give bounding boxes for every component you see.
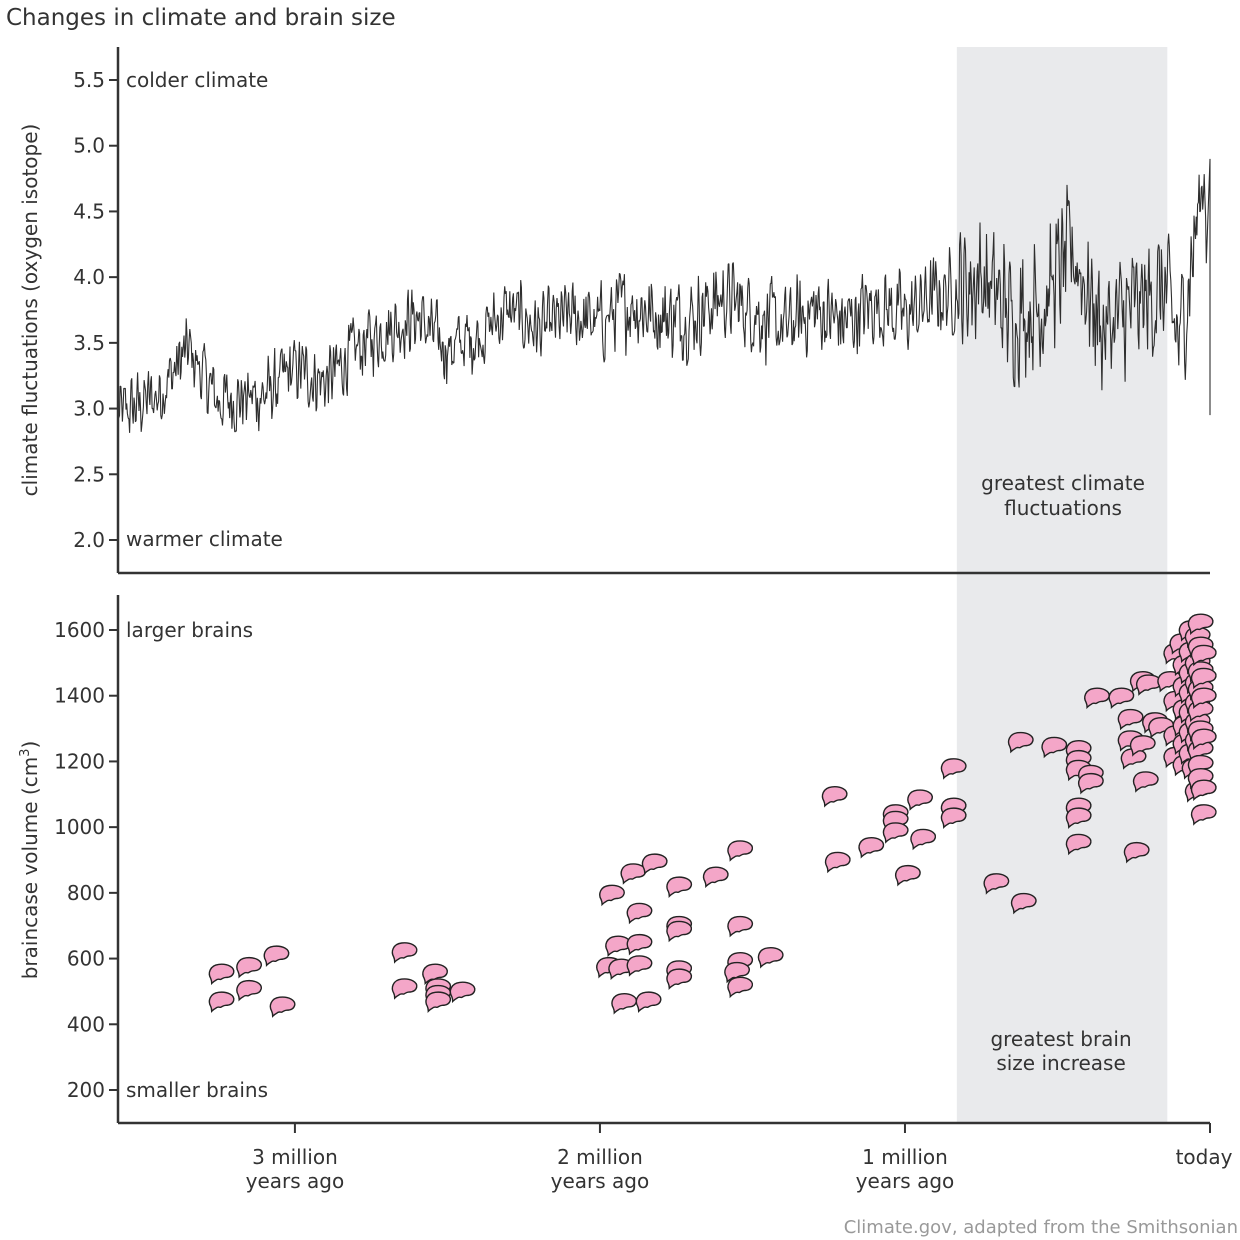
annotation-warmer-climate: warmer climate [126,527,283,551]
brain-icon [1190,728,1217,751]
brain-icon [882,822,909,844]
brain-icon [1078,772,1104,795]
brain-icon [208,991,235,1013]
brain-icon [1190,779,1217,802]
brain-icon [702,866,729,889]
time-x-axis-ticks: 3 million years ago 2 million years ago 1 mi… [246,1123,1233,1193]
brain-icon [611,993,638,1015]
brain-icon [1132,771,1159,793]
climate-y-tick-label: 2.0 [73,528,105,552]
brain-icon [1007,731,1034,754]
climate-y-tick-label: 5.5 [73,68,105,92]
brain-panel: 200 400 600 800 1000 1200 1400 1600 3 million ye… [18,595,1233,1193]
brain-icon [263,945,290,967]
brain-icon [1136,674,1162,696]
brain-icon [1157,671,1184,693]
brain-icon [1123,841,1150,864]
brain-y-tick-label: 1400 [54,684,105,708]
climate-y-tick-label: 2.5 [73,462,105,486]
climate-series-line [117,158,1211,433]
brain-icon [1010,892,1037,915]
time-x-tick-label: today [1176,1145,1233,1169]
brain-icon [1041,736,1068,759]
brain-icon [821,786,848,808]
time-x-tick-label: 3 million years ago [246,1145,345,1193]
brain-icon [449,981,476,1004]
brain-icon [641,853,668,875]
brain-icon [208,963,235,986]
brain-icon [940,758,967,780]
annotation-smaller-brains: smaller brains [126,1078,268,1102]
brain-icon [236,956,262,979]
brain-y-axis-ticks: 200 400 600 800 1000 1200 1400 1600 [54,618,118,1102]
brain-icon [391,978,418,1000]
brain-icon [907,789,933,811]
brain-y-tick-label: 1000 [54,815,105,839]
climate-y-axis-title: climate fluctuations (oxygen isotope) [18,124,42,497]
brain-icon [666,876,693,898]
brain-icon [626,902,653,925]
brain-icon [727,915,754,938]
brain-icon [599,884,625,907]
brain-y-tick-label: 400 [67,1012,105,1036]
brain-y-tick-label: 1600 [54,618,105,642]
brain-icon [1148,717,1174,739]
brain-icon [858,837,885,859]
brain-y-tick-label: 800 [67,881,105,905]
brain-icon [1108,687,1135,710]
brain-icon [824,851,851,874]
climate-y-axis-ticks: 2.0 2.5 3.0 3.5 4.0 4.5 5.0 5.5 [73,68,118,552]
source-credit: Climate.gov, adapted from the Smithsonia… [844,1217,1238,1238]
brain-icon [236,979,262,1002]
brain-icon [626,933,653,956]
time-x-tick-label: 2 million years ago [551,1145,650,1193]
climate-y-tick-label: 4.0 [73,265,105,289]
climate-y-tick-label: 5.0 [73,134,105,158]
brain-icon [910,828,937,851]
brain-icon [391,942,418,964]
brain-icon [983,873,1010,895]
brain-icon [895,864,921,887]
brain-y-tick-label: 200 [67,1078,105,1102]
climate-y-tick-label: 3.0 [73,397,105,421]
brain-icon [605,935,631,958]
brain-icon [666,920,693,943]
brain-icon [1190,687,1217,710]
brain-icon [727,840,754,862]
brain-y-axis-title: braincase volume (cm3) [18,741,42,980]
annotation-greatest-brain-size-increase: greatest brain size increase [990,1027,1131,1075]
brain-icon [666,968,693,990]
brain-icon [422,963,448,986]
brain-icon [1129,735,1156,757]
brain-icon [1065,833,1092,856]
brain-icon [724,961,750,984]
brain-icon [1117,708,1144,731]
brain-icon [727,976,754,999]
brain-y-tick-label: 1200 [54,749,105,773]
climate-y-tick-label: 3.5 [73,331,105,355]
brain-icon [757,947,784,969]
brain-icon [620,863,647,885]
brain-icon [269,996,296,1018]
brain-icon [626,955,653,977]
brain-icon [1190,644,1217,667]
annotation-larger-brains: larger brains [126,618,253,642]
brain-icon [425,991,452,1013]
brain-icon [1084,687,1110,710]
brain-icon [1190,667,1217,690]
brain-points [208,613,1217,1018]
brain-icon [1190,804,1217,826]
brain-icon [1187,613,1214,636]
brain-icon [1065,807,1092,829]
chart-title: Changes in climate and brain size [6,5,396,31]
climate-y-tick-label: 4.5 [73,199,105,223]
brain-icon [940,807,967,829]
time-x-tick-label: 1 million years ago [856,1145,955,1193]
climate-panel: 2.0 2.5 3.0 3.5 4.0 4.5 5.0 5.5 climate fluctua… [18,47,1211,575]
brain-icon [635,991,662,1013]
brain-y-tick-label: 600 [67,947,105,971]
annotation-colder-climate: colder climate [126,68,268,92]
annotation-greatest-climate-fluctuations: greatest climate fluctuations [981,471,1145,520]
